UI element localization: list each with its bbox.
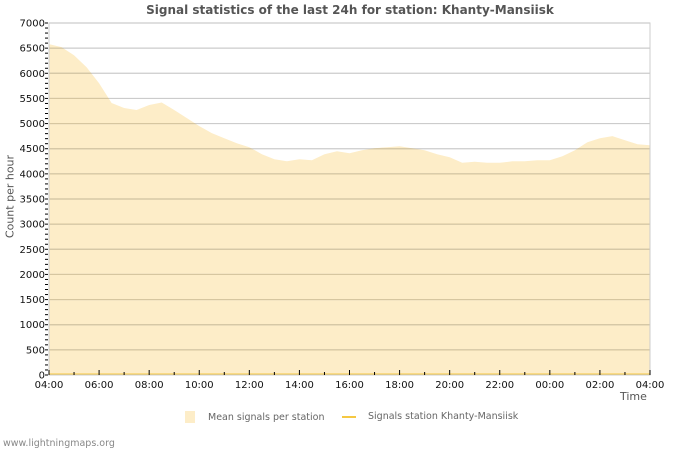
footer-credit: www.lightningmaps.org [3, 438, 115, 449]
svg-text:6000: 6000 [20, 69, 45, 80]
svg-text:16:00: 16:00 [335, 380, 364, 391]
x-axis-ticks: 04:00 06:00 08:00 10:00 12:00 14:00 16:00 18:00… [35, 370, 665, 391]
legend-item-mean-signals[interactable]: Mean signals per station [185, 411, 324, 423]
legend: Mean signals per station Signals station… [0, 411, 700, 427]
svg-text:14:00: 14:00 [285, 380, 314, 391]
svg-text:22:00: 22:00 [485, 380, 514, 391]
svg-text:06:00: 06:00 [85, 380, 114, 391]
svg-text:7000: 7000 [20, 19, 45, 30]
svg-text:04:00: 04:00 [636, 380, 665, 391]
legend-item-station-signals[interactable]: Signals station Khanty-Mansiisk [342, 411, 518, 422]
grid-lines [49, 22, 650, 351]
mean-signals-area [49, 44, 650, 375]
y-axis-label: Count per hour [3, 154, 17, 239]
svg-text:3000: 3000 [20, 220, 45, 231]
svg-text:02:00: 02:00 [586, 380, 615, 391]
svg-text:0: 0 [39, 371, 45, 382]
y-axis-ticks: 0 500 1000 1500 2000 2500 3000 3500 4000 4500 5000… [20, 19, 48, 382]
svg-text:1500: 1500 [20, 295, 45, 306]
svg-text:10:00: 10:00 [185, 380, 214, 391]
svg-text:04:00: 04:00 [35, 380, 64, 391]
svg-text:00:00: 00:00 [535, 380, 564, 391]
svg-text:5000: 5000 [20, 119, 45, 130]
svg-text:18:00: 18:00 [385, 380, 414, 391]
svg-text:12:00: 12:00 [235, 380, 264, 391]
svg-text:2000: 2000 [20, 270, 45, 281]
legend-label: Mean signals per station [208, 411, 325, 423]
chart-title: Signal statistics of the last 24h for st… [146, 3, 554, 17]
area-swatch-icon [185, 411, 195, 423]
svg-text:1000: 1000 [20, 320, 45, 331]
legend-label: Signals station Khanty-Mansiisk [368, 411, 519, 422]
svg-text:4500: 4500 [20, 144, 45, 155]
line-swatch-icon [342, 415, 356, 418]
x-axis-label: Time [620, 390, 647, 403]
svg-text:6500: 6500 [20, 44, 45, 55]
svg-text:5500: 5500 [20, 94, 45, 105]
svg-text:20:00: 20:00 [435, 380, 464, 391]
svg-text:08:00: 08:00 [135, 380, 164, 391]
svg-text:3500: 3500 [20, 195, 45, 206]
svg-text:500: 500 [26, 345, 45, 356]
svg-text:2500: 2500 [20, 245, 45, 256]
svg-text:4000: 4000 [20, 169, 45, 180]
